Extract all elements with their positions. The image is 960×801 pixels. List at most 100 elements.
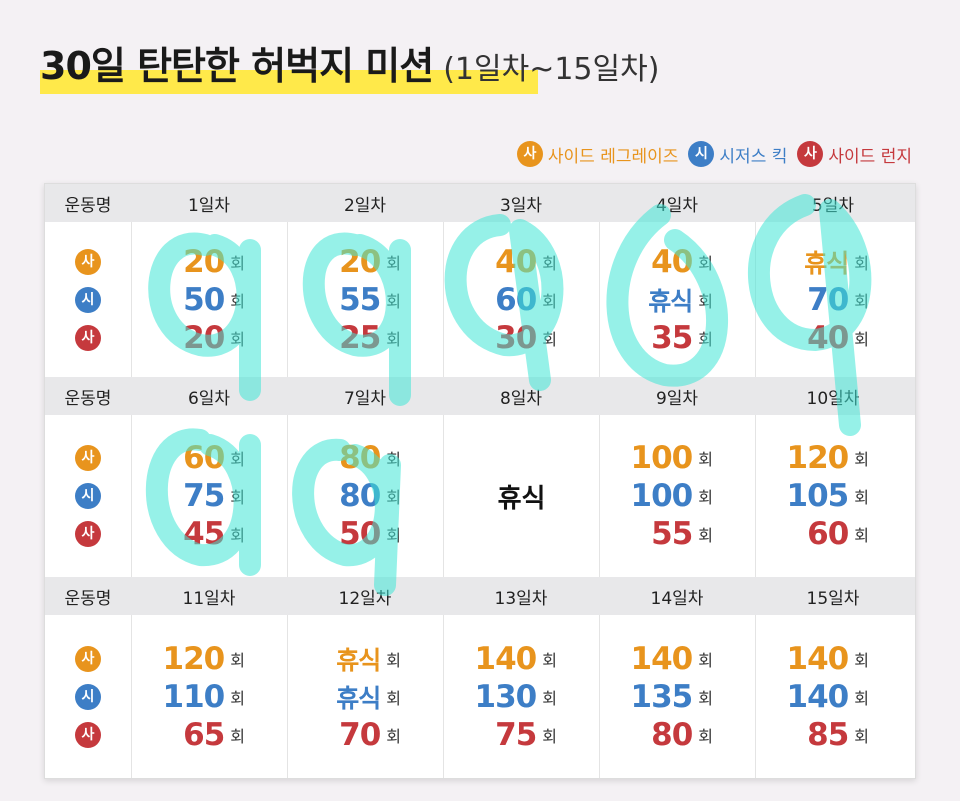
- day-cell: 140 회 135 회 80 회: [599, 615, 755, 778]
- rep-unit: 회: [230, 726, 245, 746]
- rep-unit: 회: [854, 688, 869, 708]
- table-row: 사 시 사 120 회 110 회 65 회 휴식 회 휴식 회 70 회 140 회 130 회 75 회 140 회 13…: [45, 615, 915, 778]
- rep-count-line: 35 회: [600, 319, 755, 357]
- legend-item-scissors-kick: 시 시저스 킥: [688, 141, 787, 167]
- page-title-sub: (1일차~15일차): [443, 52, 660, 87]
- day-cell: 120 회 110 회 65 회: [131, 615, 287, 778]
- day-cell: 휴식 회 70 회 40 회: [755, 222, 911, 377]
- rep-count: 100: [630, 478, 694, 514]
- rep-count-line: 20 회: [132, 243, 287, 281]
- rep-count-line: 55 회: [288, 281, 443, 319]
- day-cell: 140 회 130 회 75 회: [443, 615, 599, 778]
- rep-count-line: 50 회: [288, 515, 443, 553]
- rep-unit: 회: [386, 291, 401, 311]
- rep-count: 140: [474, 640, 538, 677]
- table-header-row: 운동명 6일차 7일차 8일차 9일차 10일차: [45, 377, 915, 415]
- rep-count-line: 30 회: [444, 319, 599, 357]
- rep-unit: 회: [698, 688, 713, 708]
- mission-table: 운동명 1일차 2일차 3일차 4일차 5일차 사 시 사 20 회 50 회 20 회 20 회 55 회 25 회 4…: [44, 183, 916, 779]
- rep-count: 휴식: [336, 645, 381, 675]
- side-leg-raise-badge-icon: 사: [75, 248, 101, 275]
- rep-count-line: 60 회: [132, 439, 287, 477]
- scissors-kick-badge-icon: 시: [688, 141, 715, 167]
- side-lunge-badge-icon: 사: [797, 141, 824, 167]
- day-header: 13일차: [494, 588, 548, 609]
- day-cell: 40 회 60 회 30 회: [443, 222, 599, 377]
- day-header: 14일차: [650, 588, 704, 609]
- day-header: 5일차: [811, 195, 855, 216]
- rep-count: 55: [339, 281, 381, 318]
- rep-count: 105: [786, 478, 850, 514]
- page-title: 30일 탄탄한 허벅지 미션 (1일차~15일차): [40, 34, 659, 102]
- rep-unit: 회: [854, 450, 869, 469]
- scissors-kick-badge-icon: 시: [75, 286, 101, 313]
- rep-count: 65: [183, 716, 225, 753]
- rep-unit: 회: [854, 526, 869, 545]
- exercise-name-header: 운동명: [64, 195, 112, 216]
- rep-count-line: 85 회: [756, 716, 911, 754]
- day-header: 7일차: [343, 388, 387, 409]
- rep-unit: 회: [854, 329, 869, 349]
- rep-unit: 회: [854, 291, 869, 311]
- day-header: 3일차: [499, 195, 543, 216]
- rep-count: 140: [630, 640, 694, 677]
- rep-count: 50: [183, 281, 225, 318]
- rep-count: 20: [183, 319, 225, 356]
- rep-count-line: 80 회: [288, 439, 443, 477]
- rep-count-line: 140 회: [756, 678, 911, 716]
- rep-count: 60: [183, 440, 225, 476]
- rep-unit: 회: [386, 488, 401, 507]
- legend-item-side-leg-raise: 사 사이드 레그레이즈: [516, 141, 679, 167]
- legend-label: 사이드 레그레이즈: [547, 146, 679, 167]
- scissors-kick-badge-icon: 시: [75, 683, 101, 710]
- rep-unit: 회: [854, 488, 869, 507]
- day-header: 6일차: [187, 388, 231, 409]
- rep-count: 80: [651, 716, 693, 753]
- rep-count: 40: [807, 319, 849, 356]
- rep-count-line: 20 회: [132, 319, 287, 357]
- table-header-row: 운동명 11일차 12일차 13일차 14일차 15일차: [45, 577, 915, 615]
- rep-unit: 회: [854, 650, 869, 670]
- rep-count: 35: [651, 319, 693, 356]
- rep-count-line: 140 회: [444, 640, 599, 678]
- legend-item-side-lunge: 사 사이드 런지: [797, 141, 912, 167]
- rep-count: 60: [807, 516, 849, 552]
- day-cell: 휴식: [443, 415, 599, 577]
- rep-count-line: 120 회: [132, 640, 287, 678]
- rep-count-line: 휴식 회: [756, 243, 911, 281]
- rep-count: 120: [786, 440, 850, 476]
- rep-count: 50: [339, 516, 381, 552]
- rep-unit: 회: [230, 688, 245, 708]
- rep-count-line: 65 회: [132, 716, 287, 754]
- day-cell: 60 회 75 회 45 회: [131, 415, 287, 577]
- rep-unit: 회: [542, 291, 557, 311]
- rep-unit: 회: [386, 450, 401, 469]
- rep-unit: 회: [854, 253, 869, 273]
- rep-count: 75: [495, 716, 537, 753]
- rep-count-line: 80 회: [288, 477, 443, 515]
- side-lunge-badge-icon: 사: [75, 324, 101, 351]
- side-leg-raise-badge-icon: 사: [75, 445, 101, 471]
- rep-unit: 회: [698, 253, 713, 273]
- rep-count-line: 60 회: [756, 515, 911, 553]
- rep-count: 80: [339, 440, 381, 476]
- day-cell: 140 회 140 회 85 회: [755, 615, 911, 778]
- table-header-row: 운동명 1일차 2일차 3일차 4일차 5일차: [45, 184, 915, 222]
- legend-label: 사이드 런지: [828, 146, 912, 167]
- rep-unit: 회: [698, 450, 713, 469]
- rep-count-line: 75 회: [132, 477, 287, 515]
- rep-count-line: 130 회: [444, 678, 599, 716]
- rep-count-line: 40 회: [600, 243, 755, 281]
- rep-unit: 회: [386, 650, 401, 670]
- rep-count-line: 60 회: [444, 281, 599, 319]
- rep-count-line: 50 회: [132, 281, 287, 319]
- rep-count: 140: [786, 678, 850, 715]
- day-header: 8일차: [499, 388, 543, 409]
- rep-unit: 회: [698, 329, 713, 349]
- rep-count-line: 100 회: [600, 439, 755, 477]
- rep-count: 25: [339, 319, 381, 356]
- rep-count-line: 135 회: [600, 678, 755, 716]
- rep-count-line: 휴식 회: [288, 640, 443, 678]
- rep-unit: 회: [542, 726, 557, 746]
